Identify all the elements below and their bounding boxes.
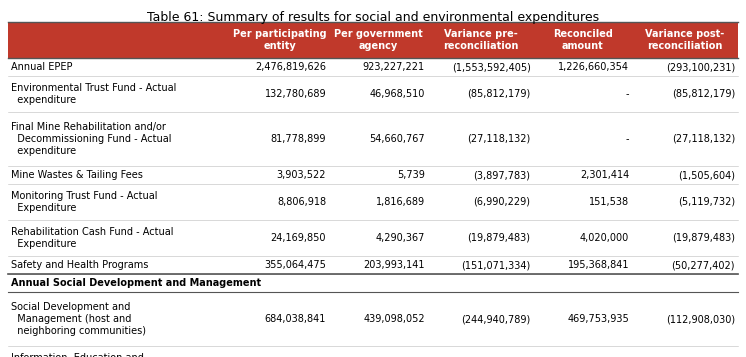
Text: Per government
agency: Per government agency bbox=[334, 29, 423, 51]
Text: Variance pre-
reconciliation: Variance pre- reconciliation bbox=[443, 29, 518, 51]
Text: (112,908,030): (112,908,030) bbox=[666, 314, 735, 324]
Text: (27,118,132): (27,118,132) bbox=[467, 134, 530, 144]
Text: (19,879,483): (19,879,483) bbox=[672, 233, 735, 243]
Text: 5,739: 5,739 bbox=[397, 170, 424, 180]
Text: 81,778,899: 81,778,899 bbox=[271, 134, 326, 144]
Text: 195,368,841: 195,368,841 bbox=[568, 260, 629, 270]
Text: Table 61: Summary of results for social and environmental expenditures: Table 61: Summary of results for social … bbox=[147, 11, 599, 24]
Text: 469,753,935: 469,753,935 bbox=[568, 314, 629, 324]
Text: (151,071,334): (151,071,334) bbox=[461, 260, 530, 270]
Text: Monitoring Trust Fund - Actual
  Expenditure: Monitoring Trust Fund - Actual Expenditu… bbox=[11, 191, 157, 213]
Text: 439,098,052: 439,098,052 bbox=[363, 314, 424, 324]
Text: 132,780,689: 132,780,689 bbox=[265, 89, 326, 99]
Text: (50,277,402): (50,277,402) bbox=[671, 260, 735, 270]
Text: (27,118,132): (27,118,132) bbox=[671, 134, 735, 144]
Text: 151,538: 151,538 bbox=[589, 197, 629, 207]
Text: (244,940,789): (244,940,789) bbox=[461, 314, 530, 324]
Text: Annual EPEP: Annual EPEP bbox=[11, 62, 72, 72]
Text: 923,227,221: 923,227,221 bbox=[363, 62, 424, 72]
Text: 8,806,918: 8,806,918 bbox=[277, 197, 326, 207]
Text: (1,553,592,405): (1,553,592,405) bbox=[452, 62, 530, 72]
Text: 46,968,510: 46,968,510 bbox=[369, 89, 424, 99]
Text: 684,038,841: 684,038,841 bbox=[265, 314, 326, 324]
Text: Reconciled
amount: Reconciled amount bbox=[553, 29, 612, 51]
Text: Information, Education and
  Communication (IEC): Information, Education and Communication… bbox=[11, 353, 144, 357]
Text: 1,816,689: 1,816,689 bbox=[376, 197, 424, 207]
Text: Final Mine Rehabilitation and/or
  Decommissioning Fund - Actual
  expenditure: Final Mine Rehabilitation and/or Decommi… bbox=[11, 122, 172, 156]
Text: (1,505,604): (1,505,604) bbox=[678, 170, 735, 180]
Text: 2,476,819,626: 2,476,819,626 bbox=[255, 62, 326, 72]
Text: Environmental Trust Fund - Actual
  expenditure: Environmental Trust Fund - Actual expend… bbox=[11, 83, 176, 105]
Text: Annual Social Development and Management: Annual Social Development and Management bbox=[11, 278, 261, 288]
Text: (85,812,179): (85,812,179) bbox=[467, 89, 530, 99]
Text: (19,879,483): (19,879,483) bbox=[468, 233, 530, 243]
Text: Safety and Health Programs: Safety and Health Programs bbox=[11, 260, 148, 270]
Text: 2,301,414: 2,301,414 bbox=[580, 170, 629, 180]
Text: -: - bbox=[626, 89, 629, 99]
Text: 54,660,767: 54,660,767 bbox=[369, 134, 424, 144]
Text: Per participating
entity: Per participating entity bbox=[233, 29, 327, 51]
Text: 1,226,660,354: 1,226,660,354 bbox=[558, 62, 629, 72]
Text: (85,812,179): (85,812,179) bbox=[671, 89, 735, 99]
Text: Mine Wastes & Tailing Fees: Mine Wastes & Tailing Fees bbox=[11, 170, 143, 180]
Text: 4,020,000: 4,020,000 bbox=[580, 233, 629, 243]
Text: 3,903,522: 3,903,522 bbox=[277, 170, 326, 180]
Text: (3,897,783): (3,897,783) bbox=[474, 170, 530, 180]
Text: (293,100,231): (293,100,231) bbox=[665, 62, 735, 72]
Text: -: - bbox=[626, 134, 629, 144]
Text: 203,993,141: 203,993,141 bbox=[363, 260, 424, 270]
Text: Rehabilitation Cash Fund - Actual
  Expenditure: Rehabilitation Cash Fund - Actual Expend… bbox=[11, 227, 174, 249]
Text: 24,169,850: 24,169,850 bbox=[271, 233, 326, 243]
Text: (6,990,229): (6,990,229) bbox=[474, 197, 530, 207]
Text: 355,064,475: 355,064,475 bbox=[264, 260, 326, 270]
Text: Variance post-
reconciliation: Variance post- reconciliation bbox=[645, 29, 724, 51]
Text: 4,290,367: 4,290,367 bbox=[375, 233, 424, 243]
Text: Social Development and
  Management (host and
  neighboring communities): Social Development and Management (host … bbox=[11, 302, 146, 336]
Text: (5,119,732): (5,119,732) bbox=[678, 197, 735, 207]
